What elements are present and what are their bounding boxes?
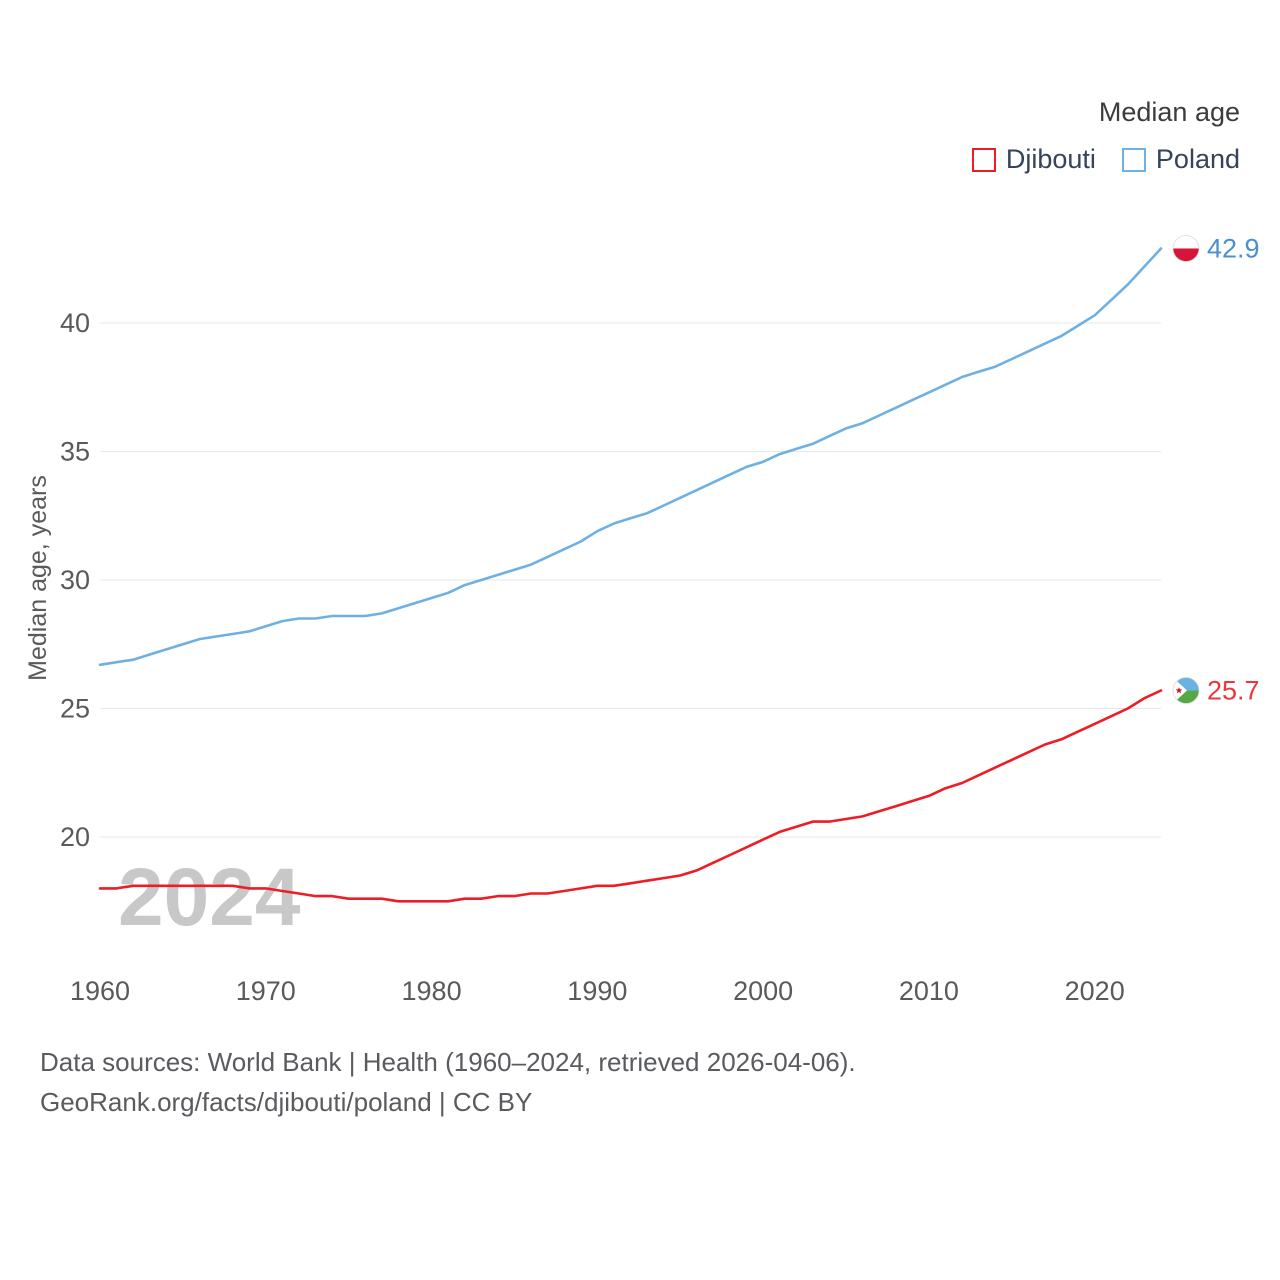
y-tick-label-40: 40	[60, 308, 90, 338]
y-tick-label-20: 20	[60, 822, 90, 852]
legend-items: Djibouti Poland	[971, 144, 1240, 175]
end-value-label-djibouti: 25.7	[1207, 676, 1260, 706]
y-tick-label-30: 30	[60, 565, 90, 595]
series-line-poland	[98, 247, 1163, 667]
footer-data-sources: Data sources: World Bank | Health (1960–…	[40, 1047, 856, 1077]
legend-item-poland[interactable]: Poland	[1121, 144, 1240, 175]
legend-swatch-djibouti	[971, 147, 996, 172]
legend-title: Median age	[1098, 97, 1240, 127]
x-tick-label-2010: 2010	[899, 976, 959, 1006]
x-tick-label-2000: 2000	[733, 976, 793, 1006]
x-tick-label-1980: 1980	[402, 976, 462, 1006]
poland-flag-icon-border	[1172, 235, 1200, 262]
y-tick-label-25: 25	[60, 694, 90, 724]
x-tick-label-2020: 2020	[1065, 976, 1125, 1006]
chart-footer: Data sources: World Bank | Health (1960–…	[40, 1042, 856, 1122]
watermark-year: 2024	[118, 852, 301, 943]
y-tick-label-35: 35	[60, 437, 90, 467]
legend-label: Djibouti	[1005, 144, 1096, 174]
legend-label: Poland	[1155, 144, 1240, 174]
legend-item-djibouti[interactable]: Djibouti	[971, 144, 1096, 175]
x-tick-label-1970: 1970	[236, 976, 296, 1006]
djibouti-flag-icon	[1173, 677, 1199, 704]
x-tick-label-1960: 1960	[70, 976, 130, 1006]
chart-legend: Median age Djibouti Poland	[971, 97, 1240, 175]
poland-flag-icon	[1173, 235, 1199, 262]
footer-attribution: GeoRank.org/facts/djibouti/poland | CC B…	[40, 1087, 533, 1117]
series-line-djibouti	[98, 689, 1163, 903]
x-tick-label-1990: 1990	[567, 976, 627, 1006]
y-axis-title: Median age, years	[24, 475, 52, 681]
djibouti-flag-icon-border	[1172, 677, 1200, 704]
end-value-label-poland: 42.9	[1207, 233, 1260, 263]
legend-swatch-poland	[1121, 147, 1146, 172]
